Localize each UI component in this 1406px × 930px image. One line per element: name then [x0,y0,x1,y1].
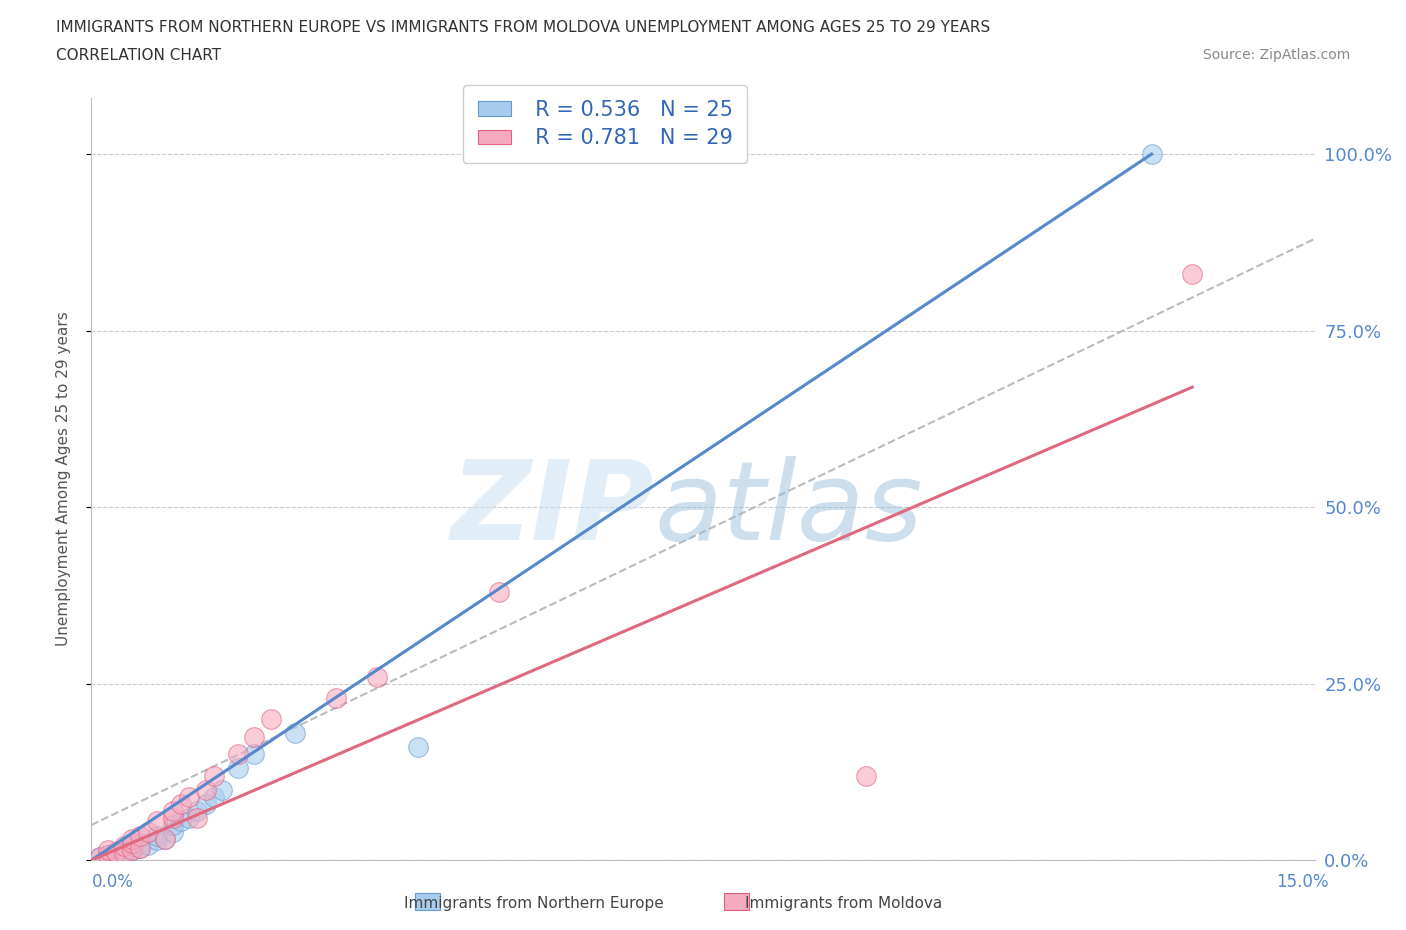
Text: 0.0%: 0.0% [91,872,134,891]
Text: ZIP: ZIP [450,456,654,563]
Point [112,844,135,859]
Point [1140,147,1163,162]
Point [104,844,127,859]
Point [194,782,217,797]
FancyBboxPatch shape [415,893,440,910]
Point [170,796,193,811]
Y-axis label: Unemployment Among Ages 25 to 29 years: Unemployment Among Ages 25 to 29 years [56,312,70,646]
Point [194,796,217,811]
Point [406,740,429,755]
Text: CORRELATION CHART: CORRELATION CHART [56,48,221,63]
Point [89,849,111,864]
Point [243,729,266,744]
Point [89,849,111,864]
Point [153,831,176,846]
Text: atlas: atlas [654,456,922,563]
Point [138,825,160,840]
Point [121,843,143,857]
Point [170,814,193,829]
Point [129,840,152,855]
Text: Immigrants from Northern Europe: Immigrants from Northern Europe [405,897,664,911]
Point [855,768,877,783]
Point [97,847,120,862]
Legend:   R = 0.536   N = 25,   R = 0.781   N = 29: R = 0.536 N = 25, R = 0.781 N = 29 [463,86,747,163]
Point [1181,267,1204,282]
Text: 15.0%: 15.0% [1277,872,1329,891]
Point [129,840,152,855]
Point [243,747,266,762]
Point [162,825,184,840]
Point [145,828,167,843]
Point [145,833,167,848]
Point [186,804,208,818]
Point [162,810,184,825]
Point [202,790,225,804]
Point [260,711,283,726]
Point [104,845,127,860]
Point [325,690,347,705]
Point [226,761,249,776]
Point [179,810,201,825]
Point [366,670,388,684]
Point [162,804,184,818]
Point [121,839,143,854]
Point [488,584,510,599]
Point [129,835,152,850]
Text: IMMIGRANTS FROM NORTHERN EUROPE VS IMMIGRANTS FROM MOLDOVA UNEMPLOYMENT AMONG AG: IMMIGRANTS FROM NORTHERN EUROPE VS IMMIG… [56,20,990,35]
Point [112,839,135,854]
Point [162,817,184,832]
Point [138,837,160,852]
FancyBboxPatch shape [724,893,749,910]
Point [153,831,176,846]
Point [121,835,143,850]
Point [284,725,307,740]
Point [97,847,120,862]
Text: Source: ZipAtlas.com: Source: ZipAtlas.com [1202,48,1350,62]
Point [226,747,249,762]
Point [112,845,135,860]
Point [97,843,120,857]
Point [145,814,167,829]
Point [179,790,201,804]
Point [186,810,208,825]
Text: Immigrants from Moldova: Immigrants from Moldova [745,897,942,911]
Point [121,831,143,846]
Point [211,782,233,797]
Point [202,768,225,783]
Point [121,843,143,857]
Point [129,828,152,843]
